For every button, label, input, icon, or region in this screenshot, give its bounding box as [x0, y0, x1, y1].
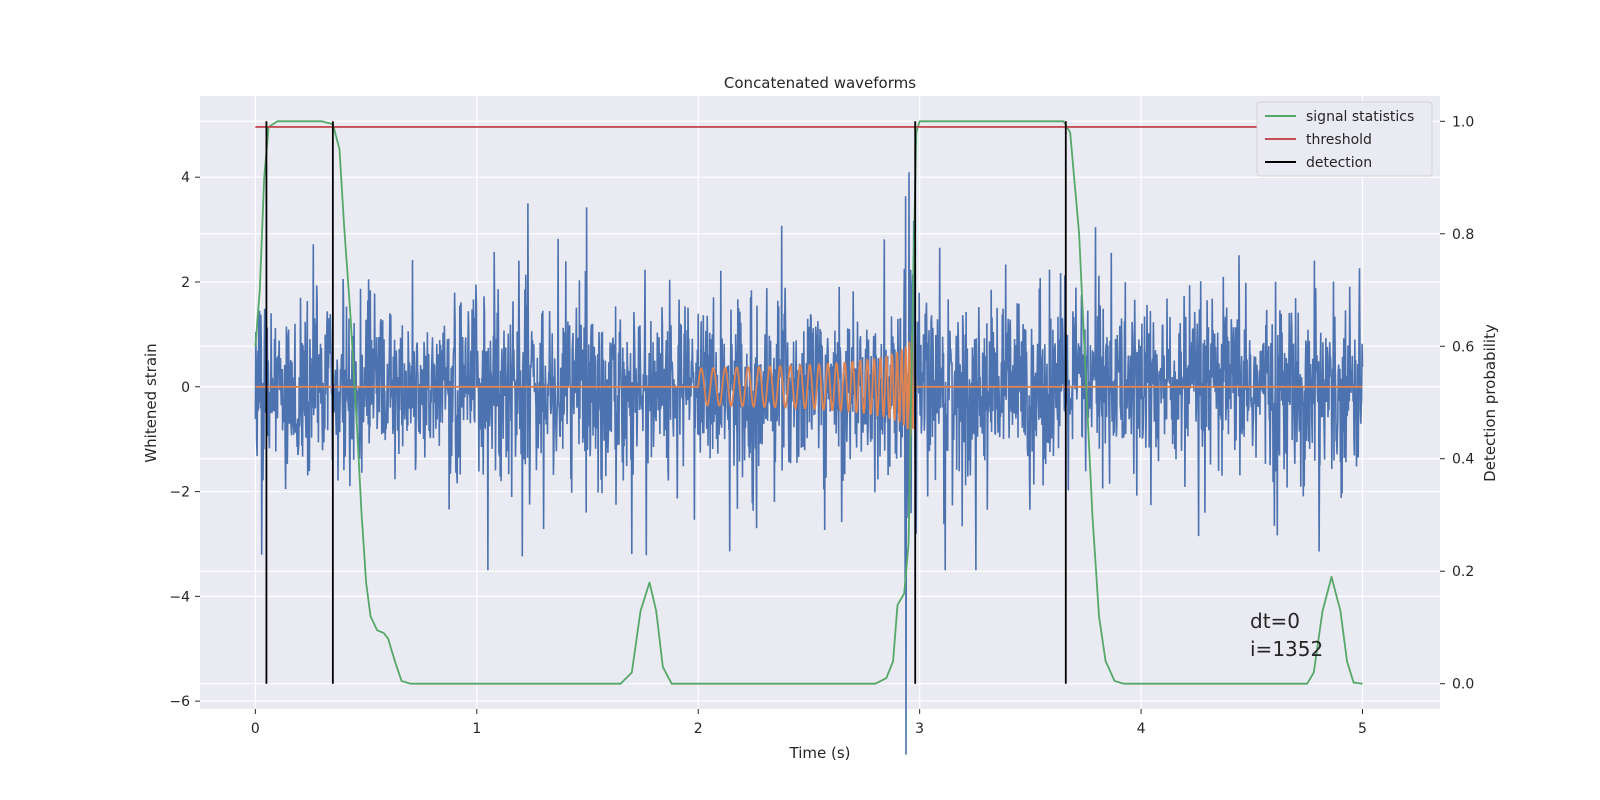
x-tick-label-5: 5: [1358, 721, 1367, 737]
series-layer: [254, 120, 1364, 755]
x-tick-label-2: 2: [694, 721, 703, 737]
y-tick-label-5: 4: [181, 170, 190, 186]
x-tick-label-1: 1: [472, 721, 481, 737]
y-tick-label-4: 2: [181, 275, 190, 291]
legend-label-threshold: threshold: [1306, 132, 1372, 148]
chart-title: Concatenated waveforms: [724, 74, 916, 92]
waveform-series-line: [255, 333, 1363, 436]
legend-box: [1256, 101, 1433, 177]
y2-tick-label-3: 0.6: [1452, 339, 1474, 355]
y2-tick-label-0: 0.0: [1452, 677, 1474, 693]
y2-tick-label-1: 0.2: [1452, 564, 1474, 580]
annotation-i: i=1352: [1250, 637, 1323, 661]
y-axis-label: Whitened strain: [142, 343, 160, 462]
y-tick-label-3: 0: [181, 380, 190, 396]
y2-tick-label-5: 1.0: [1452, 114, 1474, 130]
ticks-layer: 0 1 2 3 4 5 −6 −4 −2 0 2 4 0.0 0.2 0.4 0.6 0.8 1.0: [169, 114, 1474, 737]
x-tick-label-3: 3: [915, 721, 924, 737]
y-tick-label-2: −2: [169, 485, 190, 501]
y2-tick-label-2: 0.4: [1452, 452, 1474, 468]
y-tick-label-0: −6: [169, 694, 190, 710]
annotation-dt: dt=0: [1250, 609, 1300, 633]
legend: signal statistics threshold detection: [1256, 101, 1433, 177]
legend-label-signal-statistics: signal statistics: [1306, 109, 1414, 125]
x-tick-label-4: 4: [1137, 721, 1146, 737]
signal-statistics-line: [254, 120, 1363, 685]
y2-tick-label-4: 0.8: [1452, 227, 1474, 243]
legend-label-detection: detection: [1306, 155, 1372, 171]
y2-axis-label: Detection probability: [1481, 324, 1499, 482]
noise-series-line: [254, 172, 1364, 755]
x-axis-label: Time (s): [789, 744, 851, 762]
x-tick-label-0: 0: [251, 721, 260, 737]
y-tick-label-1: −4: [169, 589, 190, 605]
